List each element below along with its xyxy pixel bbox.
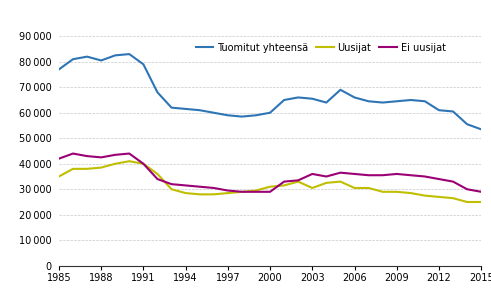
- Uusijat: [464, 200, 470, 204]
- Ei uusijat: [98, 156, 104, 159]
- Ei uusijat: [408, 173, 414, 177]
- Ei uusijat: [253, 190, 259, 194]
- Uusijat: [295, 180, 301, 183]
- Tuomitut yhteensä: [239, 115, 245, 118]
- Uusijat: [352, 186, 357, 190]
- Tuomitut yhteensä: [450, 110, 456, 113]
- Uusijat: [84, 167, 90, 171]
- Tuomitut yhteensä: [56, 68, 62, 71]
- Ei uusijat: [84, 154, 90, 158]
- Uusijat: [112, 162, 118, 165]
- Tuomitut yhteensä: [126, 52, 132, 56]
- Tuomitut yhteensä: [309, 97, 315, 101]
- Uusijat: [56, 175, 62, 178]
- Ei uusijat: [281, 180, 287, 183]
- Ei uusijat: [436, 177, 442, 181]
- Ei uusijat: [394, 172, 400, 176]
- Ei uusijat: [309, 172, 315, 176]
- Uusijat: [211, 193, 217, 196]
- Uusijat: [408, 191, 414, 195]
- Tuomitut yhteensä: [168, 106, 174, 109]
- Uusijat: [309, 186, 315, 190]
- Tuomitut yhteensä: [197, 108, 203, 112]
- Tuomitut yhteensä: [98, 59, 104, 62]
- Ei uusijat: [56, 157, 62, 160]
- Tuomitut yhteensä: [478, 127, 484, 131]
- Tuomitut yhteensä: [84, 55, 90, 59]
- Ei uusijat: [450, 180, 456, 183]
- Ei uusijat: [197, 185, 203, 188]
- Line: Ei uusijat: Ei uusijat: [59, 153, 481, 192]
- Tuomitut yhteensä: [464, 122, 470, 126]
- Tuomitut yhteensä: [422, 99, 428, 103]
- Ei uusijat: [337, 171, 343, 175]
- Uusijat: [366, 186, 372, 190]
- Tuomitut yhteensä: [155, 91, 161, 94]
- Tuomitut yhteensä: [324, 101, 329, 104]
- Ei uusijat: [295, 178, 301, 182]
- Uusijat: [168, 188, 174, 191]
- Tuomitut yhteensä: [436, 108, 442, 112]
- Line: Tuomitut yhteensä: Tuomitut yhteensä: [59, 54, 481, 129]
- Tuomitut yhteensä: [408, 98, 414, 102]
- Uusijat: [183, 191, 189, 195]
- Tuomitut yhteensä: [281, 98, 287, 102]
- Ei uusijat: [70, 152, 76, 155]
- Ei uusijat: [225, 189, 231, 192]
- Tuomitut yhteensä: [70, 57, 76, 61]
- Line: Uusijat: Uusijat: [59, 161, 481, 202]
- Ei uusijat: [211, 186, 217, 190]
- Uusijat: [70, 167, 76, 171]
- Uusijat: [422, 194, 428, 198]
- Tuomitut yhteensä: [366, 99, 372, 103]
- Tuomitut yhteensä: [253, 114, 259, 117]
- Tuomitut yhteensä: [380, 101, 385, 104]
- Ei uusijat: [168, 182, 174, 186]
- Ei uusijat: [126, 152, 132, 155]
- Ei uusijat: [478, 190, 484, 194]
- Ei uusijat: [352, 172, 357, 176]
- Tuomitut yhteensä: [112, 53, 118, 57]
- Tuomitut yhteensä: [352, 96, 357, 99]
- Uusijat: [239, 190, 245, 194]
- Uusijat: [478, 200, 484, 204]
- Ei uusijat: [422, 175, 428, 178]
- Legend: Tuomitut yhteensä, Uusijat, Ei uusijat: Tuomitut yhteensä, Uusijat, Ei uusijat: [192, 39, 449, 56]
- Uusijat: [394, 190, 400, 194]
- Tuomitut yhteensä: [211, 111, 217, 114]
- Tuomitut yhteensä: [267, 111, 273, 114]
- Ei uusijat: [324, 175, 329, 178]
- Uusijat: [380, 190, 385, 194]
- Ei uusijat: [183, 184, 189, 187]
- Ei uusijat: [267, 190, 273, 194]
- Ei uusijat: [380, 173, 385, 177]
- Ei uusijat: [239, 190, 245, 194]
- Uusijat: [337, 180, 343, 183]
- Uusijat: [140, 162, 146, 165]
- Ei uusijat: [112, 153, 118, 157]
- Uusijat: [197, 193, 203, 196]
- Ei uusijat: [366, 173, 372, 177]
- Uusijat: [225, 191, 231, 195]
- Uusijat: [253, 189, 259, 192]
- Uusijat: [126, 159, 132, 163]
- Uusijat: [281, 184, 287, 187]
- Uusijat: [450, 196, 456, 200]
- Tuomitut yhteensä: [394, 99, 400, 103]
- Ei uusijat: [140, 162, 146, 165]
- Tuomitut yhteensä: [183, 107, 189, 111]
- Uusijat: [155, 172, 161, 176]
- Uusijat: [436, 195, 442, 199]
- Uusijat: [98, 166, 104, 169]
- Uusijat: [324, 181, 329, 185]
- Tuomitut yhteensä: [295, 96, 301, 99]
- Ei uusijat: [155, 177, 161, 181]
- Uusijat: [267, 185, 273, 188]
- Ei uusijat: [464, 188, 470, 191]
- Tuomitut yhteensä: [140, 63, 146, 66]
- Tuomitut yhteensä: [225, 114, 231, 117]
- Tuomitut yhteensä: [337, 88, 343, 92]
